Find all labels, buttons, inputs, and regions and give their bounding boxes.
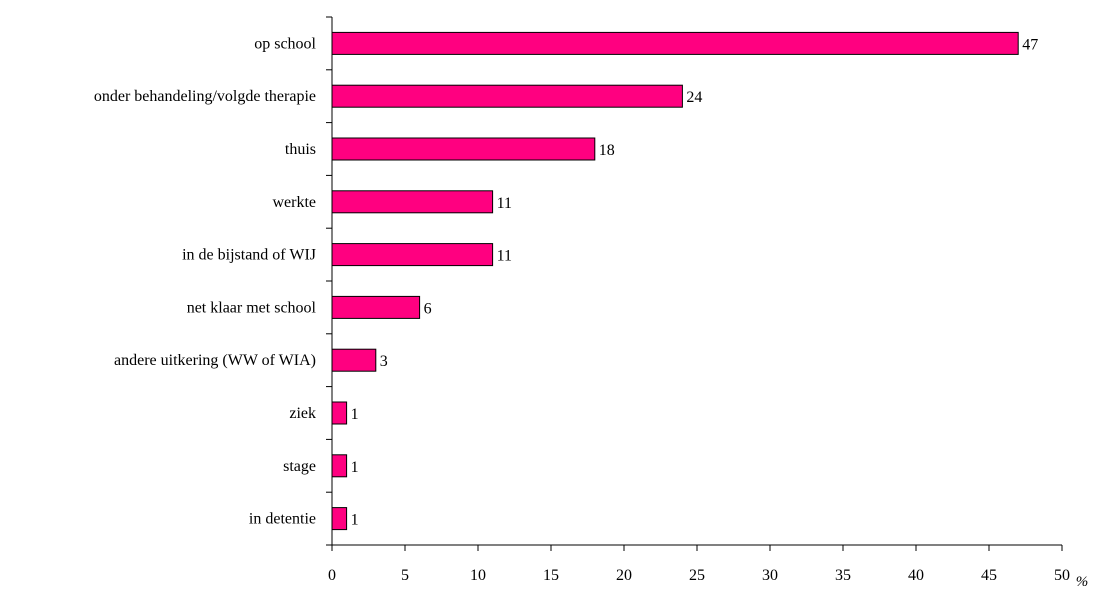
data-label: 1 — [351, 459, 359, 476]
data-label: 18 — [599, 142, 615, 159]
x-tick-label: 50 — [1054, 567, 1070, 584]
data-label: 11 — [497, 248, 512, 265]
bar — [331, 454, 348, 478]
category-label: stage — [283, 458, 316, 475]
data-label: 1 — [351, 512, 359, 529]
x-tick-label: 25 — [689, 567, 705, 584]
category-label: onder behandeling/volgde therapie — [94, 88, 316, 105]
x-axis-unit-label: % — [1076, 574, 1089, 590]
y-axis: op school onder behandeling/volgde therap… — [94, 16, 333, 546]
x-axis: 0 5 10 15 20 25 30 35 40 45 50 — [328, 544, 1070, 584]
bar — [331, 295, 421, 319]
category-label: net klaar met school — [187, 299, 317, 316]
bar — [331, 507, 348, 531]
bar — [331, 348, 377, 372]
bar — [331, 84, 683, 108]
x-tick-label: 15 — [543, 567, 559, 584]
category-label: in de bijstand of WIJ — [182, 247, 316, 264]
x-tick-label: 5 — [401, 567, 409, 584]
x-tick-label: 40 — [908, 567, 924, 584]
x-tick-label: 45 — [981, 567, 997, 584]
category-label: op school — [254, 35, 316, 52]
data-label: 24 — [686, 89, 702, 106]
category-label: andere uitkering (WW of WIA) — [114, 352, 316, 369]
bar — [331, 137, 596, 161]
bar — [331, 243, 494, 267]
category-label: ziek — [289, 405, 316, 422]
category-label: thuis — [285, 141, 316, 158]
x-tick-label: 35 — [835, 567, 851, 584]
data-label: 6 — [424, 300, 432, 317]
data-label: 3 — [380, 353, 388, 370]
x-tick-label: 10 — [470, 567, 486, 584]
x-tick-label: 0 — [328, 567, 336, 584]
data-label: 1 — [351, 406, 359, 423]
bar — [331, 190, 494, 214]
x-tick-label: 20 — [616, 567, 632, 584]
bar — [331, 31, 1019, 55]
category-label: in detentie — [249, 511, 316, 528]
x-tick-label: 30 — [762, 567, 778, 584]
data-label: 11 — [497, 195, 512, 212]
category-label: werkte — [272, 194, 316, 211]
data-label: 47 — [1022, 36, 1038, 53]
bar — [331, 401, 348, 425]
